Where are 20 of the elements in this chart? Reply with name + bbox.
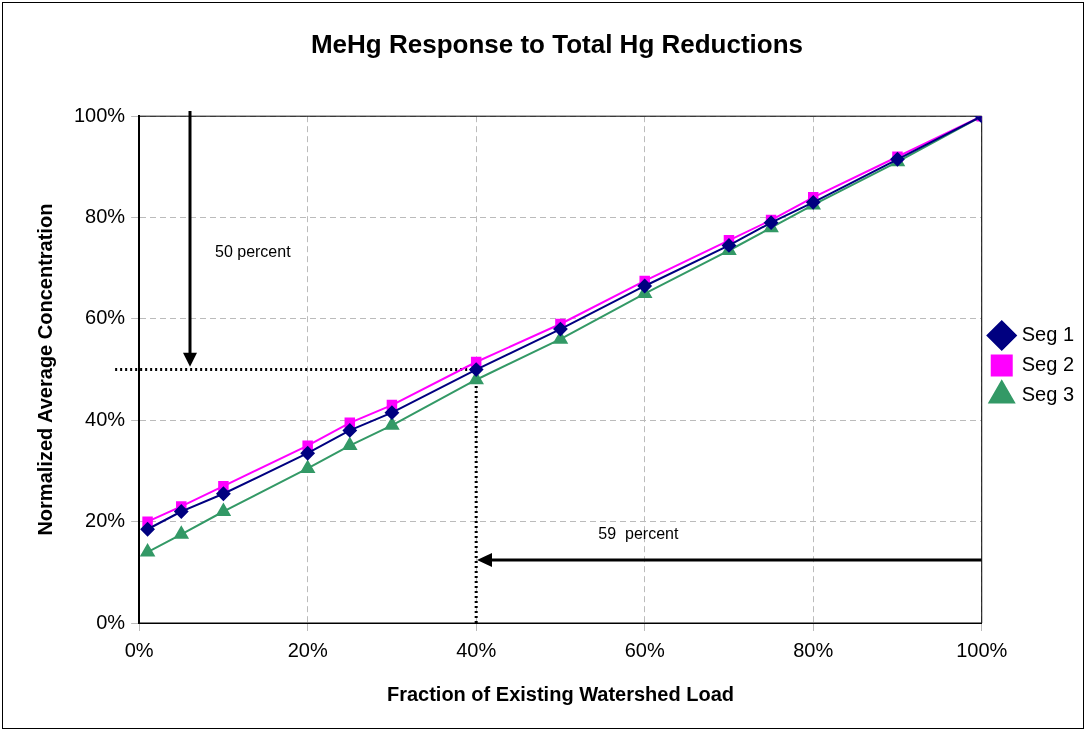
annotation: 59 percent xyxy=(598,524,679,542)
legend-label: Seg 1 xyxy=(1021,323,1074,346)
chart-title: MeHg Response to Total Hg Reductions xyxy=(310,28,804,59)
x-tick-label: 80% xyxy=(793,638,834,661)
x-tick-label: 60% xyxy=(624,638,665,661)
y-tick-label: 20% xyxy=(85,509,126,532)
annotation: 50 percent xyxy=(214,243,292,261)
y-tick-label: 100% xyxy=(74,103,126,126)
x-tick-label: 20% xyxy=(287,638,328,661)
y-tick-label: 0% xyxy=(96,610,126,633)
y-tick-label: 60% xyxy=(85,306,126,329)
legend-label: Seg 3 xyxy=(1021,383,1074,406)
x-tick-label: 40% xyxy=(456,638,497,661)
x-tick-label: 0% xyxy=(124,638,154,661)
y-axis-title: Normalized Average Concentration xyxy=(33,203,56,536)
x-tick-label: 100% xyxy=(956,638,1008,661)
legend-label: Seg 2 xyxy=(1021,353,1074,376)
x-axis-title: Fraction of Existing Watershed Load xyxy=(386,682,734,705)
y-tick-label: 40% xyxy=(85,407,126,430)
y-tick-label: 80% xyxy=(85,205,126,228)
